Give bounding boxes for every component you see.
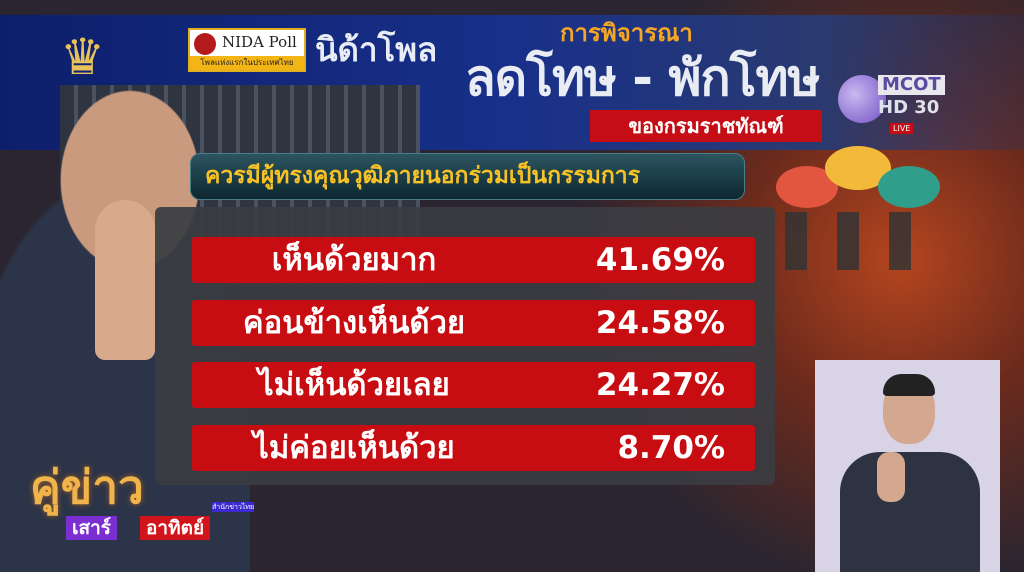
nida-thai-name: นิด้าโพล [315, 30, 438, 69]
results-panel: เห็นด้วยมาก 41.69% ค่อนข้างเห็นด้วย 24.58%… [155, 207, 775, 485]
channel-logo: MCOT HD 30 LIVE [838, 75, 973, 137]
program-agency: สำนักข่าวไทย [212, 502, 255, 512]
channel-hd: HD 30 [878, 97, 940, 118]
result-value: 24.58% [595, 305, 725, 341]
title-top: การพิจารณา [560, 19, 693, 47]
person-hands [95, 200, 155, 360]
title-main: ลดโทษ - พักโทษ [465, 49, 820, 107]
program-day-saturday: เสาร์ [66, 516, 117, 540]
result-label: ไม่ค่อยเห็นด้วย [253, 430, 455, 466]
nida-poll-logo: NIDA Poll โพลแห่งแรกในประเทศไทย [188, 28, 306, 72]
title-sub: ของกรมราชทัณฑ์ [590, 110, 822, 142]
result-label: เห็นด้วยมาก [271, 242, 437, 278]
nida-logo-text: NIDA Poll [222, 33, 297, 51]
program-title: คู่ข่าว [30, 460, 144, 514]
result-row: ค่อนข้างเห็นด้วย 24.58% [192, 300, 755, 346]
nida-emblem-icon [194, 33, 216, 55]
result-value: 41.69% [595, 242, 725, 278]
result-row: เห็นด้วยมาก 41.69% [192, 237, 755, 283]
result-row: ไม่ค่อยเห็นด้วย 8.70% [192, 425, 755, 471]
program-day-sunday: อาทิตย์ [140, 516, 211, 540]
result-value: 8.70% [617, 430, 725, 466]
result-row: ไม่เห็นด้วยเลย 24.27% [192, 362, 755, 408]
question-bar: ควรมีผู้ทรงคุณวุฒิภายนอกร่วมเป็นกรรมการ [190, 153, 745, 200]
result-label: ไม่เห็นด้วยเลย [258, 367, 450, 403]
program-logo: คู่ข่าว สำนักข่าวไทย เสาร์ อาทิตย์ [30, 462, 270, 572]
result-value: 24.27% [595, 367, 725, 403]
live-badge: LIVE [890, 123, 914, 134]
sign-language-interpreter [815, 360, 1000, 572]
nida-tagline: โพลแห่งแรกในประเทศไทย [190, 56, 304, 70]
result-label: ค่อนข้างเห็นด้วย [242, 305, 466, 341]
channel-name: MCOT [878, 75, 945, 95]
question-text: ควรมีผู้ทรงคุณวุฒิภายนอกร่วมเป็นกรรมการ [205, 163, 641, 189]
royal-crest-icon: ♛ [60, 28, 105, 86]
